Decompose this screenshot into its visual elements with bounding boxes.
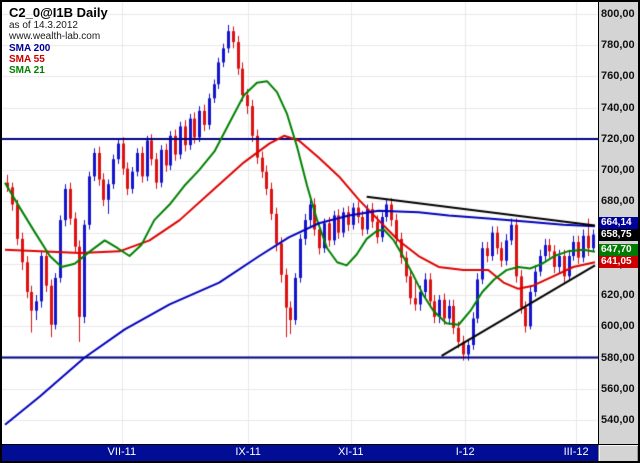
chart-header: C2_0@I1B Daily as of 14.3.2012 www.wealt… bbox=[9, 5, 108, 42]
y-axis-tick-label: 600,00 bbox=[601, 320, 635, 333]
chart-title: C2_0@I1B Daily bbox=[9, 5, 108, 20]
y-axis-tick-label: 760,00 bbox=[601, 70, 635, 83]
y-axis-tick-label: 620,00 bbox=[601, 289, 635, 302]
price-tag-last-close: 658,75 bbox=[599, 228, 638, 241]
price-tag-sma-21: 647,70 bbox=[599, 244, 638, 257]
y-axis-tick-label: 800,00 bbox=[601, 8, 635, 20]
price-tag-sma-55: 641,05 bbox=[599, 256, 638, 269]
legend-item-sma55: SMA 55 bbox=[9, 54, 45, 65]
x-axis-month-bar[interactable]: VII-11 IX-11 XI-11 I-12 III-12 bbox=[2, 445, 598, 461]
y-axis-tick-label: 680,00 bbox=[601, 195, 635, 208]
x-axis-month-label: III-12 bbox=[563, 446, 589, 458]
x-axis-month-label: IX-11 bbox=[235, 446, 261, 458]
x-axis-month-label: XI-11 bbox=[337, 446, 364, 458]
chart-asof-date: as of 14.3.2012 bbox=[9, 20, 78, 31]
legend-item-sma200: SMA 200 bbox=[9, 43, 51, 54]
price-chart-canvas[interactable] bbox=[2, 2, 598, 444]
y-axis-price-scale[interactable]: 800,00 780,00 760,00 740,00 720,00 700,00 680,… bbox=[598, 2, 638, 444]
y-axis-tick-label: 700,00 bbox=[601, 164, 635, 177]
legend-item-sma21: SMA 21 bbox=[9, 65, 45, 76]
price-tag-sma-200: 664,14 bbox=[599, 216, 638, 229]
axis-corner-box bbox=[598, 445, 638, 461]
y-axis-tick-label: 580,00 bbox=[601, 351, 635, 364]
chart-main-row: C2_0@I1B Daily as of 14.3.2012 www.wealt… bbox=[2, 2, 638, 444]
y-axis-tick-label: 560,00 bbox=[601, 382, 635, 395]
y-axis-tick-label: 780,00 bbox=[601, 39, 635, 52]
chart-bottom-row: VII-11 IX-11 XI-11 I-12 III-12 bbox=[2, 444, 638, 461]
chart-source-url: www.wealth-lab.com bbox=[9, 31, 101, 42]
y-axis-tick-label: 740,00 bbox=[601, 101, 635, 114]
y-axis-tick-label: 540,00 bbox=[601, 414, 635, 426]
sma-legend: SMA 200 SMA 55 SMA 21 bbox=[9, 44, 50, 77]
x-axis-month-label: VII-11 bbox=[107, 446, 137, 458]
chart-plot-area: C2_0@I1B Daily as of 14.3.2012 www.wealt… bbox=[2, 2, 598, 444]
x-axis-month-label: I-12 bbox=[455, 446, 475, 458]
y-axis-tick-label: 720,00 bbox=[601, 132, 635, 145]
